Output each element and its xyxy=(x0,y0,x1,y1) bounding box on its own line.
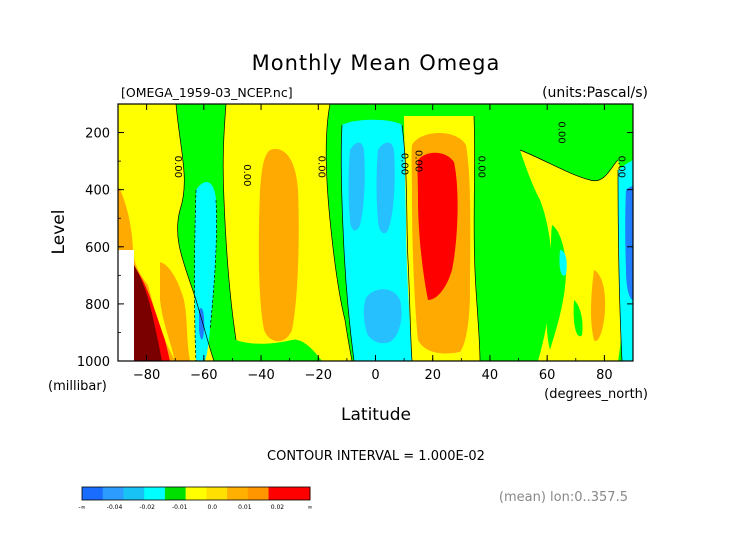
colorbar: -∞ -0.04 -0.02 -0.01 0.0 0.01 0.02 ∞ xyxy=(78,486,313,511)
colorbar-label: ∞ xyxy=(308,504,313,511)
x-tick-label: −20 xyxy=(305,368,332,383)
y-axis: 200 400 600 800 1000 xyxy=(77,103,633,370)
x-tick-label: 60 xyxy=(539,368,556,383)
contour-label: 0.00 xyxy=(315,156,326,178)
contour-fill-dark-red xyxy=(134,265,162,361)
contour-label: 0.00 xyxy=(476,156,487,178)
colorbar-swatch xyxy=(185,487,207,500)
colorbar-label: 0.01 xyxy=(238,504,252,511)
contour-interval: CONTOUR INTERVAL = 1.000E-02 xyxy=(267,449,485,464)
colorbar-swatch xyxy=(123,487,145,500)
x-tick-label: 40 xyxy=(482,368,499,383)
mean-note: (mean) lon:0..357.5 xyxy=(499,490,628,505)
colorbar-swatch xyxy=(268,487,290,500)
colorbar-swatch xyxy=(102,487,124,500)
y-axis-label: Level xyxy=(49,210,69,255)
contour-fill-orange xyxy=(160,262,190,361)
contour-fill-green xyxy=(573,300,583,337)
colorbar-swatch xyxy=(289,487,311,500)
contour-fill-orange xyxy=(258,149,299,342)
x-tick-label: 0 xyxy=(371,368,379,383)
colorbar-label: -0.02 xyxy=(139,504,155,511)
colorbar-label: 0.02 xyxy=(271,504,285,511)
contour-fill-white xyxy=(118,250,134,361)
contour-fill-light-blue xyxy=(376,142,395,234)
chart-title: Monthly Mean Omega xyxy=(252,51,501,75)
contour-labels: 0.00 0.00 0.00 0.00 0.00 0.00 0.00 0.00 xyxy=(172,121,626,186)
colorbar-swatch xyxy=(247,487,270,500)
colorbar-label: -0.04 xyxy=(107,504,123,511)
colorbar-label: -∞ xyxy=(78,504,85,511)
contour-fill-red xyxy=(417,152,458,300)
y-tick-label: 200 xyxy=(85,127,110,142)
file-label: [OMEGA_1959-03_NCEP.nc] xyxy=(121,85,293,100)
colorbar-label: 0.0 xyxy=(208,504,218,511)
plot-area xyxy=(117,103,634,362)
contour-label: 0.00 xyxy=(241,164,252,186)
contour-label: 0.00 xyxy=(616,156,627,178)
colorbar-frame xyxy=(81,486,311,501)
y-tick-label: 600 xyxy=(85,241,110,256)
y-tick-label: 400 xyxy=(85,184,110,199)
contour-label: 0.00 xyxy=(172,156,183,178)
colorbar-swatch xyxy=(206,487,228,500)
x-tick-label: −80 xyxy=(133,368,160,383)
x-axis-units: (degrees_north) xyxy=(544,387,648,402)
colorbar-swatch xyxy=(82,487,104,500)
contour-label: 0.00 xyxy=(413,150,424,172)
contour-fill-blue xyxy=(625,186,633,300)
x-tick-label: 80 xyxy=(596,368,613,383)
y-axis-units: (millibar) xyxy=(48,379,107,394)
colorbar-swatch xyxy=(227,487,249,500)
x-tick-label: −40 xyxy=(247,368,274,383)
x-axis: −80 −60 −40 −20 0 20 40 60 80 xyxy=(117,104,634,383)
colorbar-swatch xyxy=(164,487,187,500)
contour-label: 0.00 xyxy=(556,121,567,143)
contour-fill-blue xyxy=(199,308,205,340)
y-tick-label: 800 xyxy=(85,298,110,313)
x-axis-label: Latitude xyxy=(341,405,411,425)
contour-fill-light-blue xyxy=(348,142,365,231)
colorbar-label: -0.01 xyxy=(172,504,188,511)
contour-label: 0.00 xyxy=(398,153,409,175)
contour-fill-light-blue xyxy=(363,289,402,344)
x-tick-label: −60 xyxy=(190,368,217,383)
x-tick-label: 20 xyxy=(424,368,441,383)
units-label: (units:Pascal/s) xyxy=(542,85,648,101)
contour-fill-cyan xyxy=(559,250,567,276)
colorbar-swatch xyxy=(144,487,166,500)
contour-fill-orange xyxy=(591,270,606,341)
y-tick-label: 1000 xyxy=(77,355,110,370)
